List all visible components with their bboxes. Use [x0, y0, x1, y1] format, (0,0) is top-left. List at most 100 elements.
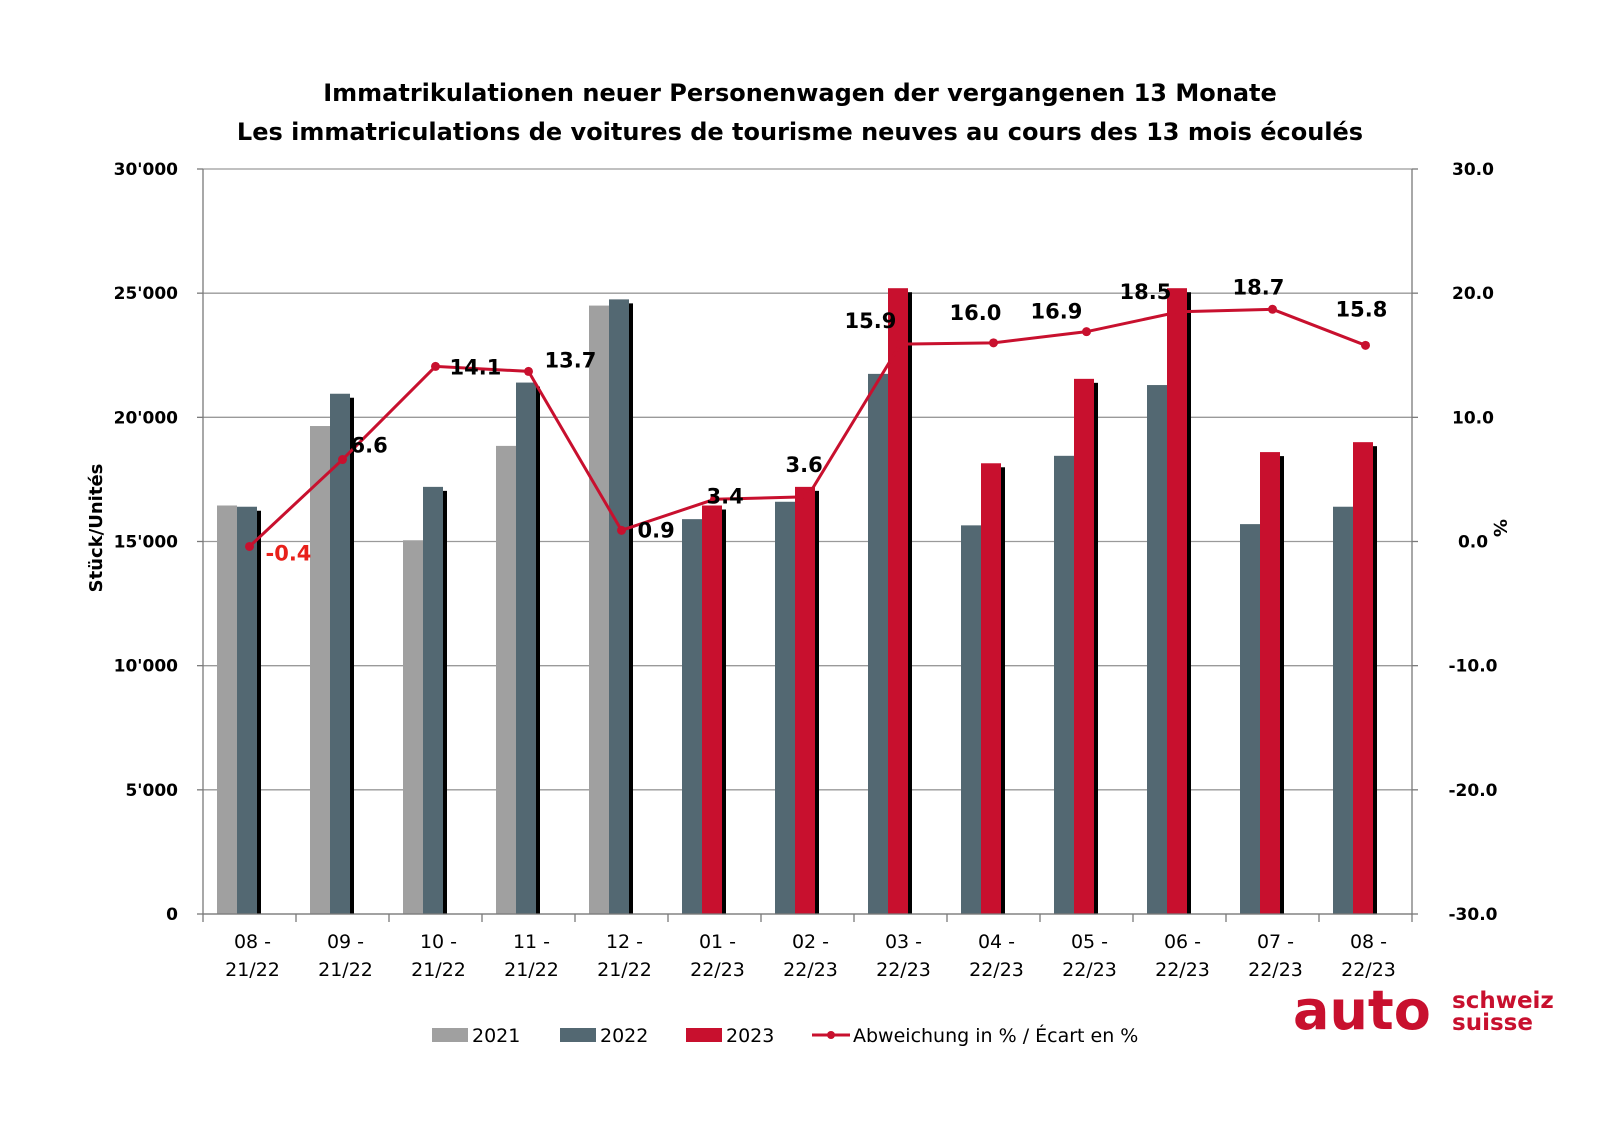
- x-tick-label: 22/23: [1155, 959, 1210, 981]
- bar-2021: [589, 305, 609, 914]
- x-tick-label: 22/23: [1062, 959, 1117, 981]
- y-tick-label: 25'000: [114, 284, 179, 304]
- logo-bottom-text: suisse: [1452, 1010, 1533, 1036]
- bar-2021: [403, 540, 423, 914]
- bar-2023: [888, 288, 908, 914]
- x-tick-label: 06 -: [1164, 931, 1201, 953]
- y2-tick-label: 20.0: [1452, 284, 1494, 304]
- x-tick-label: 21/22: [597, 959, 652, 981]
- bar-2022: [423, 486, 443, 914]
- chart-title: Immatrikulationen neuer Personenwagen de…: [323, 79, 1277, 107]
- legend: 2021 2022 2023 Abweichung in % / Écart en %: [432, 1024, 1138, 1047]
- x-tick-label: 22/23: [969, 959, 1024, 981]
- legend-label-2022: 2022: [600, 1025, 648, 1047]
- deviation-data-label: 13.7: [545, 348, 597, 372]
- bar-2023: [1260, 452, 1280, 914]
- y-axis-label: Stück/Unités: [86, 464, 107, 593]
- deviation-data-label: 15.9: [845, 309, 897, 333]
- legend-swatch-2023: [686, 1028, 722, 1042]
- y2-tick-label: -30.0: [1449, 905, 1498, 925]
- bar-2022: [1054, 455, 1074, 914]
- bar-2022: [237, 506, 257, 914]
- x-tick-label: 22/23: [1248, 959, 1303, 981]
- x-axis-ticks: 08 - 21/22 09 - 21/22 10 - 21/22 11 - 21/22 12 -…: [225, 931, 1396, 981]
- deviation-point: [524, 366, 533, 376]
- x-tick-label: 21/22: [411, 959, 466, 981]
- bar-2023: [981, 463, 1001, 914]
- deviation-data-label: 16.9: [1031, 300, 1083, 324]
- y-tick-label: 5'000: [125, 781, 178, 801]
- deviation-data-label: 18.7: [1233, 275, 1285, 299]
- bar-2021: [217, 505, 237, 914]
- x-tick-label: 21/22: [318, 959, 373, 981]
- bars: [217, 288, 1377, 915]
- deviation-line: [245, 304, 1370, 551]
- logo-main-text: auto: [1293, 979, 1431, 1042]
- bar-2022: [682, 519, 702, 914]
- x-tick-label: 02 -: [792, 931, 829, 953]
- deviation-data-label: -0.4: [266, 541, 312, 565]
- legend-label-2021: 2021: [472, 1025, 520, 1047]
- data-labels: -0.4 6.6 14.1 13.7 0.9 3.4 3.6 15.9 16.0 16.9 18.5…: [266, 275, 1388, 565]
- deviation-data-label: 3.4: [707, 484, 744, 508]
- x-tick-label: 07 -: [1257, 931, 1294, 953]
- x-tick-label: 21/22: [225, 959, 280, 981]
- deviation-data-label: 0.9: [638, 518, 675, 542]
- deviation-point: [803, 492, 812, 502]
- x-tick-label: 22/23: [1341, 959, 1396, 981]
- deviation-data-label: 6.6: [351, 434, 388, 458]
- y2-axis-ticks: -30.0 -20.0 -10.0 0.0 10.0 20.0 30.0: [1449, 160, 1498, 925]
- x-tick-label: 05 -: [1071, 931, 1108, 953]
- bar-2022: [1240, 524, 1260, 914]
- logo-top-text: schweiz: [1452, 988, 1554, 1014]
- deviation-data-label: 18.5: [1120, 280, 1172, 304]
- bar-2021: [310, 426, 330, 914]
- x-tick-label: 08 -: [234, 931, 271, 953]
- deviation-point: [710, 494, 719, 504]
- x-tick-label: 01 -: [699, 931, 736, 953]
- x-tick-label: 11 -: [513, 931, 550, 953]
- bar-2023: [795, 486, 815, 914]
- bar-2021: [496, 445, 516, 914]
- deviation-point: [245, 541, 254, 551]
- deviation-data-label: 3.6: [786, 453, 823, 477]
- deviation-data-label: 15.8: [1336, 297, 1388, 321]
- deviation-point: [1082, 327, 1091, 337]
- y2-tick-label: 30.0: [1452, 160, 1494, 180]
- bar-2022: [330, 393, 350, 914]
- auto-schweiz-logo: auto schweiz suisse: [1293, 979, 1554, 1042]
- bar-2022: [1147, 385, 1167, 914]
- x-tick-label: 09 -: [327, 931, 364, 953]
- deviation-point: [896, 339, 905, 349]
- deviation-point: [1268, 304, 1277, 314]
- bar-2023: [1167, 288, 1187, 914]
- y2-tick-label: 0.0: [1458, 533, 1488, 553]
- y-tick-label: 30'000: [114, 160, 179, 180]
- deviation-data-label: 14.1: [450, 355, 502, 379]
- bar-2023: [702, 505, 722, 914]
- bar-2022: [609, 299, 629, 914]
- deviation-data-label: 16.0: [950, 301, 1002, 325]
- y2-tick-label: 10.0: [1452, 408, 1494, 428]
- deviation-point: [1361, 340, 1370, 350]
- x-tick-label: 03 -: [885, 931, 922, 953]
- y-tick-label: 0: [166, 905, 178, 925]
- y-tick-label: 15'000: [114, 533, 179, 553]
- deviation-point: [338, 455, 347, 465]
- legend-swatch-2021: [432, 1028, 468, 1042]
- y-tick-label: 10'000: [114, 657, 179, 677]
- bar-2022: [868, 373, 888, 914]
- bar-2023: [1353, 442, 1373, 914]
- legend-label-deviation: Abweichung in % / Écart en %: [853, 1024, 1138, 1047]
- x-tick-label: 04 -: [978, 931, 1015, 953]
- bar-2022: [516, 382, 536, 915]
- deviation-point: [617, 525, 626, 535]
- legend-swatch-marker: [827, 1031, 835, 1039]
- x-tick-label: 22/23: [690, 959, 745, 981]
- y-tick-label: 20'000: [114, 408, 179, 428]
- bar-2022: [1333, 506, 1353, 914]
- y2-axis-label: %: [1489, 519, 1510, 537]
- x-tick-label: 08 -: [1350, 931, 1387, 953]
- bar-2023: [1074, 378, 1094, 914]
- axes: [197, 168, 1418, 922]
